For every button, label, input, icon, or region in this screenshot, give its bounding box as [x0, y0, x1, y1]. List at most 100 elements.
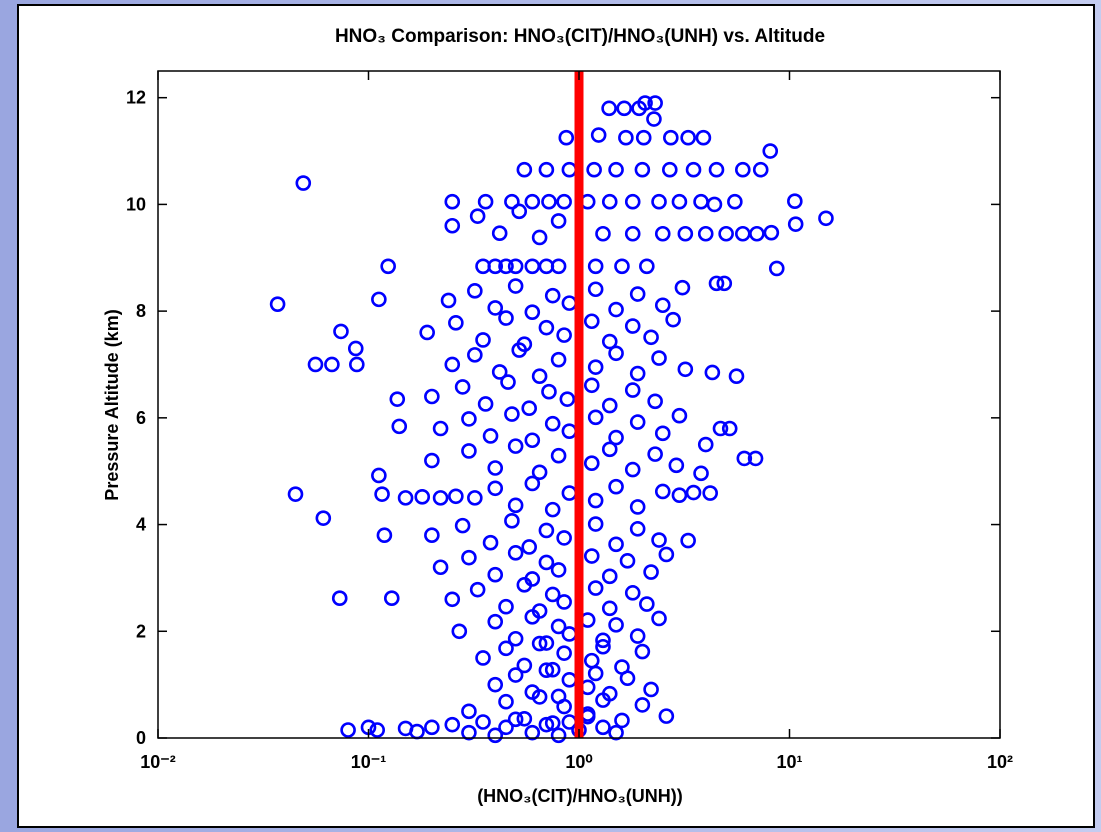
data-point — [616, 100, 633, 117]
data-point — [538, 635, 555, 651]
data-point — [444, 591, 461, 608]
data-point — [818, 210, 834, 227]
data-point — [538, 319, 555, 336]
y-axis-label: Pressure Altitude (km) — [102, 309, 122, 500]
data-point — [624, 382, 641, 398]
data-point — [349, 356, 365, 373]
data-point — [586, 161, 602, 178]
data-point — [651, 610, 667, 627]
data-point — [608, 536, 624, 553]
data-point — [601, 333, 618, 350]
data-point — [498, 719, 514, 736]
data-point — [507, 258, 524, 275]
data-point — [383, 590, 400, 606]
data-point — [637, 95, 653, 111]
data-point — [461, 549, 477, 566]
data-point — [624, 193, 641, 210]
data-point — [646, 111, 662, 127]
data-point — [544, 501, 561, 518]
data-point — [324, 356, 340, 373]
data-point — [544, 415, 561, 432]
data-point — [768, 260, 785, 277]
data-point — [444, 356, 461, 373]
data-point — [444, 217, 461, 234]
data-point — [651, 532, 667, 548]
data-point — [347, 340, 364, 357]
data-point — [440, 292, 457, 309]
x-tick-label: 10¹ — [776, 752, 802, 772]
data-point — [544, 287, 561, 304]
data-point — [487, 480, 504, 497]
data-point — [461, 443, 477, 459]
data-point — [601, 685, 618, 702]
data-point — [469, 208, 486, 224]
data-point — [307, 356, 324, 373]
data-point — [340, 722, 356, 738]
data-point — [654, 425, 671, 442]
data-point — [663, 129, 679, 146]
data-point — [507, 667, 524, 683]
data-point — [454, 379, 471, 395]
data-point — [601, 193, 618, 210]
data-point — [380, 258, 396, 275]
data-point — [583, 313, 600, 330]
data-point — [491, 225, 508, 242]
data-point — [587, 516, 604, 532]
data-point — [658, 708, 675, 724]
data-point — [541, 383, 557, 400]
data-point — [482, 534, 499, 551]
data-point — [708, 275, 725, 292]
data-point — [595, 632, 611, 649]
data-point — [432, 420, 449, 437]
data-point — [704, 364, 721, 381]
data-point — [634, 697, 651, 713]
data-point — [762, 143, 779, 159]
data-point — [414, 489, 431, 505]
data-point — [651, 350, 667, 366]
data-point — [634, 643, 651, 660]
data-point — [550, 213, 567, 229]
data-point — [531, 368, 548, 385]
data-point — [671, 193, 688, 210]
data-point — [654, 297, 671, 314]
x-tick-label: 10⁻² — [140, 752, 176, 772]
y-tick-label: 4 — [136, 515, 146, 535]
data-point — [680, 532, 696, 549]
data-point — [538, 161, 555, 178]
data-point — [763, 224, 780, 241]
data-point — [629, 499, 646, 515]
y-tick-label: 6 — [136, 408, 146, 428]
data-point — [475, 650, 491, 666]
data-point — [787, 216, 804, 232]
data-point — [477, 193, 494, 210]
data-point — [524, 724, 541, 741]
data-point — [595, 638, 611, 655]
data-point — [583, 548, 600, 564]
data-point — [629, 365, 646, 382]
data-point — [685, 484, 702, 501]
data-point — [712, 420, 729, 437]
data-point — [550, 562, 567, 578]
data-point — [516, 657, 533, 674]
x-axis-label: (HNO₃(CIT)/HNO₃(UNH)) — [477, 786, 683, 806]
data-point — [635, 129, 652, 146]
data-point — [662, 161, 678, 178]
data-point — [487, 258, 504, 275]
data-point — [618, 129, 634, 146]
data-point — [658, 546, 675, 563]
data-point — [643, 329, 659, 346]
data-point — [524, 684, 541, 700]
data-point — [728, 368, 745, 385]
data-point — [498, 640, 514, 657]
data-point — [787, 193, 803, 209]
data-point — [516, 336, 533, 353]
data-point — [538, 662, 555, 679]
data-point — [550, 351, 567, 368]
data-point — [674, 279, 691, 296]
data-point — [507, 438, 524, 454]
data-point — [376, 527, 393, 544]
data-point — [671, 487, 688, 504]
data-point — [531, 464, 548, 481]
data-point — [475, 332, 491, 348]
